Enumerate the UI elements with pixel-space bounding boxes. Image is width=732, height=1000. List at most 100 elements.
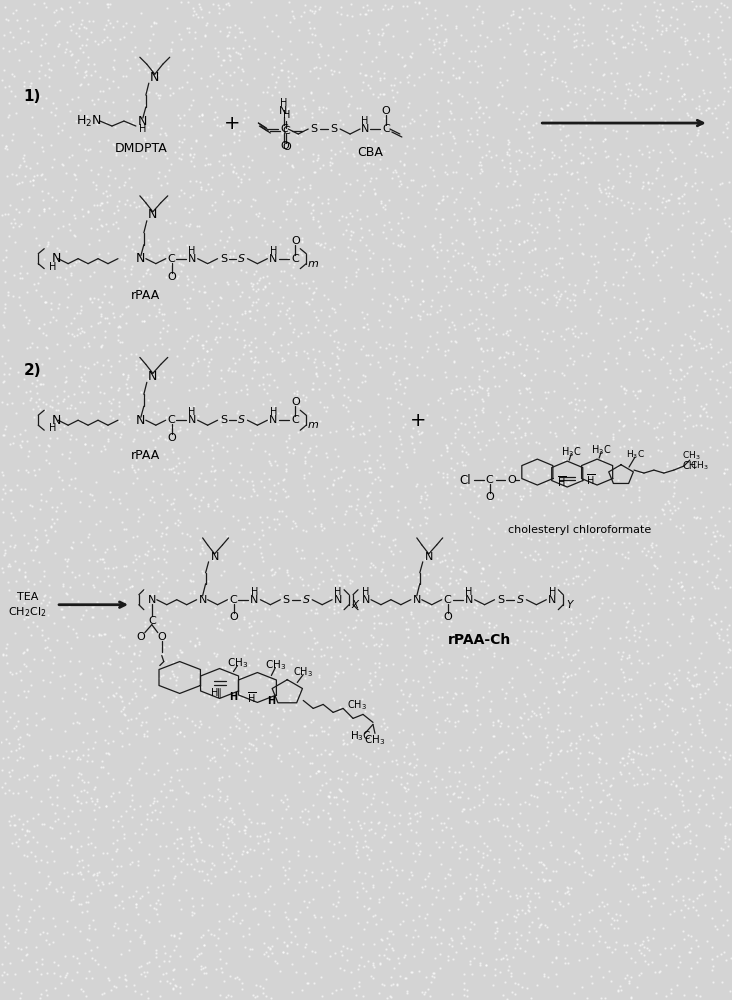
Text: N: N — [148, 370, 157, 383]
Text: $\mathsf{H_3C}$: $\mathsf{H_3C}$ — [350, 729, 372, 743]
Text: C: C — [230, 595, 237, 605]
Text: N: N — [148, 595, 156, 605]
Text: N: N — [187, 254, 196, 264]
Text: H: H — [48, 423, 56, 433]
Text: S: S — [220, 415, 227, 425]
Text: N: N — [413, 595, 421, 605]
Text: $\mathsf{CH_3}$: $\mathsf{CH_3}$ — [347, 699, 367, 712]
Text: Cl: Cl — [460, 474, 471, 487]
Text: N: N — [425, 552, 433, 562]
Text: H: H — [229, 692, 238, 702]
Text: H: H — [465, 587, 472, 597]
Text: O: O — [282, 142, 291, 152]
Text: m: m — [307, 259, 318, 269]
Text: H: H — [188, 407, 195, 417]
Text: $\rm H_2N$: $\rm H_2N$ — [76, 114, 102, 129]
Text: C: C — [280, 124, 288, 134]
Text: N: N — [279, 106, 288, 116]
Text: O: O — [507, 475, 516, 485]
Text: S: S — [331, 124, 337, 134]
Text: cholesteryl chloroformate: cholesteryl chloroformate — [507, 525, 651, 535]
Text: C: C — [291, 254, 299, 264]
Text: O: O — [381, 106, 390, 116]
Text: O: O — [291, 397, 299, 407]
Text: CBA: CBA — [357, 146, 383, 159]
Text: O: O — [280, 141, 288, 151]
Text: H: H — [188, 246, 195, 256]
Text: $\mathsf{CH_2Cl_2}$: $\mathsf{CH_2Cl_2}$ — [8, 605, 47, 619]
Text: TEA: TEA — [17, 592, 38, 602]
Text: H: H — [269, 407, 277, 417]
Text: CH: CH — [683, 461, 697, 471]
Text: N: N — [148, 208, 157, 221]
Text: C: C — [444, 595, 452, 605]
Text: C: C — [168, 415, 176, 425]
Text: +: + — [409, 411, 426, 430]
Text: N: N — [198, 595, 207, 605]
Text: rPAA: rPAA — [131, 289, 160, 302]
Text: $\overline{\rm H}$: $\overline{\rm H}$ — [556, 475, 566, 489]
Text: 1): 1) — [23, 89, 41, 104]
Text: $\mathsf{H_3C}$: $\mathsf{H_3C}$ — [561, 445, 581, 459]
Text: H: H — [139, 124, 146, 134]
Text: $\mathsf{H_3C}$: $\mathsf{H_3C}$ — [626, 449, 644, 461]
Text: O: O — [229, 612, 238, 622]
Text: O: O — [444, 612, 452, 622]
Text: $\mathsf{CH_3}$: $\mathsf{CH_3}$ — [265, 659, 286, 672]
Text: N: N — [361, 124, 369, 134]
Text: O: O — [168, 433, 176, 443]
Text: H: H — [267, 696, 275, 706]
Text: 2): 2) — [23, 363, 41, 378]
Text: C: C — [382, 124, 390, 134]
Text: O: O — [136, 632, 145, 642]
Text: N: N — [464, 595, 473, 605]
Text: $\mathsf{CH_3}$: $\mathsf{CH_3}$ — [365, 733, 386, 747]
Text: C: C — [291, 415, 299, 425]
Text: S: S — [238, 254, 245, 264]
Text: N: N — [52, 252, 61, 265]
Text: N: N — [548, 595, 556, 605]
Text: S: S — [302, 595, 310, 605]
Text: +: + — [224, 114, 241, 133]
Text: $\mathsf{H_3C}$: $\mathsf{H_3C}$ — [591, 443, 611, 457]
Text: DMDPTA: DMDPTA — [114, 142, 167, 155]
Text: S: S — [497, 595, 504, 605]
Text: N: N — [136, 252, 146, 265]
Text: C: C — [283, 126, 290, 136]
Text: C: C — [148, 616, 156, 626]
Text: S: S — [238, 415, 245, 425]
Text: O: O — [485, 492, 494, 502]
Text: H: H — [251, 587, 258, 597]
Text: N: N — [52, 414, 61, 427]
Text: $\mathsf{CH_3}$: $\mathsf{CH_3}$ — [227, 657, 248, 670]
Text: H: H — [548, 587, 556, 597]
Text: X: X — [351, 600, 359, 610]
Text: rPAA: rPAA — [131, 449, 160, 462]
Text: m: m — [307, 420, 318, 430]
Text: N: N — [362, 595, 370, 605]
Text: H: H — [362, 587, 370, 597]
Text: H: H — [280, 98, 287, 108]
Text: S: S — [310, 124, 318, 134]
Text: N: N — [269, 415, 277, 425]
Text: $\overline{\rm H}$: $\overline{\rm H}$ — [247, 690, 256, 705]
Text: H: H — [335, 587, 342, 597]
Text: N: N — [187, 415, 196, 425]
Text: C: C — [485, 475, 493, 485]
Text: O: O — [157, 632, 166, 642]
Text: Y: Y — [566, 600, 572, 610]
Text: $\mathsf{CH_3}$: $\mathsf{CH_3}$ — [294, 666, 313, 679]
Text: CH$_3$: CH$_3$ — [682, 450, 701, 462]
Text: S: S — [517, 595, 524, 605]
Text: $\overline{\rm H}$: $\overline{\rm H}$ — [586, 473, 596, 487]
Text: H: H — [362, 116, 369, 126]
Text: CH$_3$: CH$_3$ — [690, 460, 709, 472]
Text: O: O — [168, 272, 176, 282]
Text: N: N — [210, 552, 219, 562]
Text: S: S — [220, 254, 227, 264]
Text: N: N — [334, 595, 343, 605]
Text: O: O — [291, 236, 299, 246]
Text: N: N — [136, 414, 146, 427]
Text: N: N — [269, 254, 277, 264]
Text: H$\!\!\parallel$: H$\!\!\parallel$ — [210, 686, 221, 700]
